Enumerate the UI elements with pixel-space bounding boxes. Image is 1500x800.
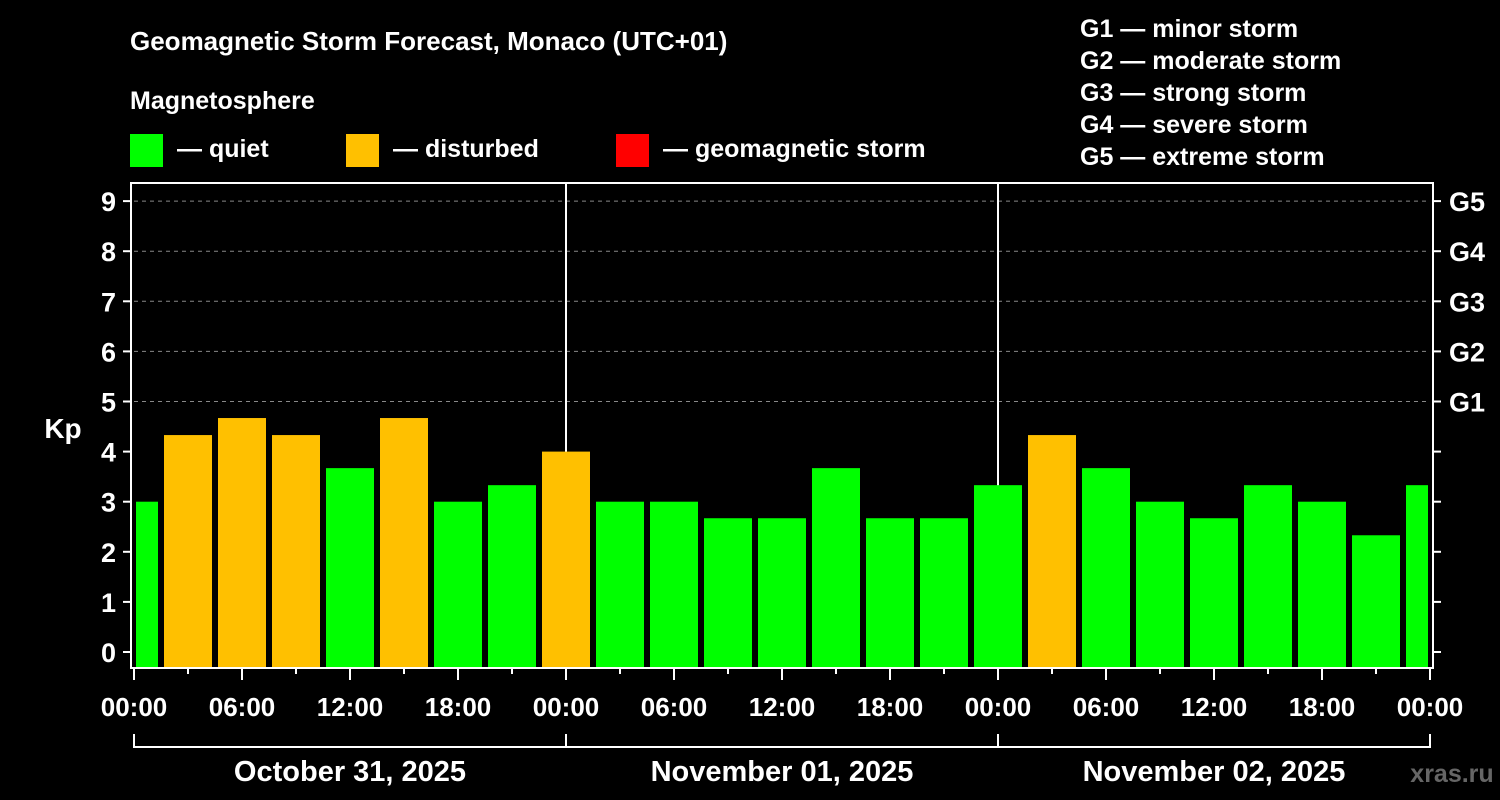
day-label: November 02, 2025 [1083,756,1346,788]
x-tick-label: 00:00 [1397,692,1464,722]
x-tick-label: 06:00 [641,692,708,722]
y-tick-label: 3 [101,488,116,518]
legend-label-storm: — geomagnetic storm [663,135,926,163]
x-tick-label: 12:00 [317,692,384,722]
legend-swatch-storm [616,134,649,167]
storm-scale-item: G4 — severe storm [1080,111,1308,139]
storm-scale-item: G2 — moderate storm [1080,47,1341,75]
x-tick-label: 00:00 [101,692,168,722]
kp-bar [380,418,428,668]
x-tick-label: 18:00 [425,692,492,722]
y-tick-label: 2 [101,538,116,568]
legend-swatch-disturbed [346,134,379,167]
x-tick-label: 18:00 [857,692,924,722]
kp-bar [1244,485,1292,668]
kp-bar [136,501,158,668]
storm-scale-item: G5 — extreme storm [1080,143,1325,171]
kp-bar [488,485,536,668]
kp-bar [1136,501,1184,668]
y-tick-label: 9 [101,187,116,217]
x-tick-label: 06:00 [1073,692,1140,722]
kp-bar [866,518,914,668]
grid [134,200,1430,402]
x-tick-label: 12:00 [749,692,816,722]
kp-bar [812,468,860,668]
kp-bar [650,501,698,668]
y-tick-label: 4 [101,438,116,468]
y-axis-right: G1 G2 G3 G4 G5 [1433,187,1485,653]
legend-title: Magnetosphere [130,87,315,115]
kp-bar [1298,501,1346,668]
legend-label-quiet: — quiet [177,135,269,163]
kp-bar [1082,468,1130,668]
g-level-label: G3 [1449,287,1485,317]
kp-bar [758,518,806,668]
kp-bar [596,501,644,668]
kp-bar [1028,435,1076,668]
chart-title: Geomagnetic Storm Forecast, Monaco (UTC+… [130,26,727,56]
y-tick-label: 1 [101,588,116,618]
kp-bar [272,435,320,668]
day-label: October 31, 2025 [234,756,466,788]
x-tick-label: 18:00 [1289,692,1356,722]
kp-bar [920,518,968,668]
g-level-label: G4 [1449,237,1485,267]
y-axis-label: Kp [44,413,81,444]
storm-scale-item: G1 — minor storm [1080,15,1298,43]
legend-label-disturbed: — disturbed [393,135,539,163]
bars [136,418,1428,668]
kp-bar [1190,518,1238,668]
y-tick-label: 5 [101,388,116,418]
watermark: xras.ru [1410,760,1493,788]
x-axis: 00:00 06:00 12:00 18:00 00:00 06:00 12:00 18:00… [101,668,1464,722]
kp-bar [326,468,374,668]
legend: — quiet — disturbed — geomagnetic storm [130,134,926,167]
kp-bar [218,418,266,668]
day-label: November 01, 2025 [651,756,914,788]
kp-bar [704,518,752,668]
x-tick-label: 00:00 [965,692,1032,722]
storm-scale-legend: G1 — minor storm G2 — moderate storm G3 — … [1080,15,1341,171]
kp-bar [1406,485,1428,668]
kp-bar [164,435,212,668]
storm-scale-item: G3 — strong storm [1080,79,1306,107]
kp-bar [974,485,1022,668]
day-axis: October 31, 2025 November 01, 2025 Novembe… [133,734,1431,788]
x-tick-label: 00:00 [533,692,600,722]
y-tick-label: 6 [101,337,116,367]
g-level-label: G5 [1449,187,1485,217]
legend-swatch-quiet [130,134,163,167]
y-tick-label: 7 [101,287,116,317]
y-axis-left: 0 1 2 3 4 5 6 7 8 9 [101,187,131,668]
g-level-label: G1 [1449,388,1485,418]
x-tick-label: 12:00 [1181,692,1248,722]
kp-bar [542,451,590,668]
y-tick-label: 0 [101,638,116,668]
y-tick-label: 8 [101,237,116,267]
g-level-label: G2 [1449,337,1485,367]
kp-bar [1352,535,1400,668]
x-tick-label: 06:00 [209,692,276,722]
kp-bar [434,501,482,668]
